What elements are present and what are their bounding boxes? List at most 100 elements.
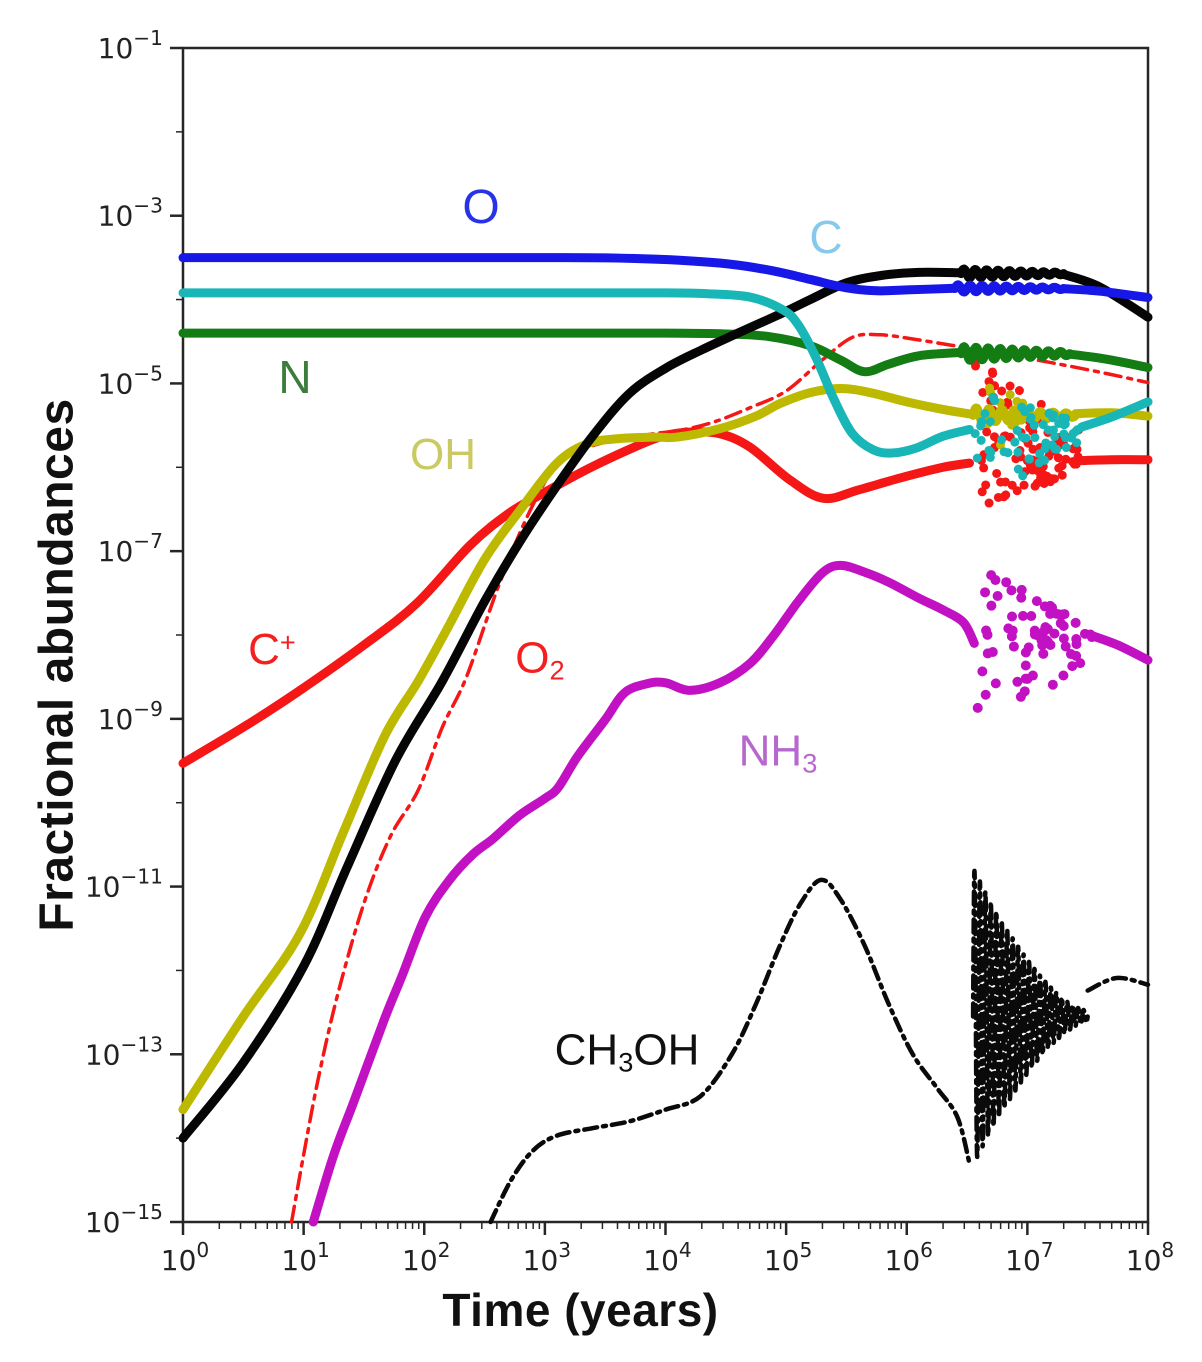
scatter-dot [976, 435, 986, 445]
tick-label: 105 [764, 1238, 812, 1277]
nh3-label-part: NH [738, 726, 803, 776]
tick-label: 10−1 [98, 26, 163, 65]
scatter-C [970, 392, 1082, 481]
scatter-dot [993, 492, 1003, 502]
o-label-part: O [462, 181, 500, 234]
scatter-dot [980, 587, 991, 598]
c-plus-label-part: + [279, 626, 296, 658]
scatter-dot [1041, 638, 1052, 649]
scatter-dot [1047, 679, 1058, 690]
scatter-dot [987, 647, 998, 658]
scatter-dot [1055, 618, 1066, 629]
c-label-part: C [809, 211, 843, 263]
c-plus-label-part: C [248, 625, 280, 674]
tick-label: 10−3 [98, 194, 163, 233]
tick-labels: 100 101 102 103 104 105 106 107 108 10−1 10−3 10−5 1… [85, 26, 1174, 1277]
scatter-dot [977, 487, 987, 497]
curve-O [1059, 284, 1153, 302]
series-CH3OH [488, 868, 1151, 1225]
scatter-dot [1034, 458, 1044, 468]
scatter-dot [1045, 600, 1056, 611]
scatter-dot [1045, 608, 1056, 619]
scatter-dot [980, 689, 991, 700]
curve-CH3OH [488, 877, 972, 1225]
series-O [178, 253, 1153, 302]
curve-C+ [1077, 455, 1153, 466]
series-N [178, 328, 1153, 377]
tick-label: 107 [1005, 1238, 1053, 1277]
scatter-dot [992, 590, 1003, 601]
scatter-dot [1023, 642, 1034, 653]
scatter-dot [1070, 617, 1081, 628]
scatter-dot [988, 368, 998, 378]
c-plus-label: C+ [248, 628, 296, 672]
tick-label: 108 [1126, 1238, 1174, 1277]
scatter-dot [1010, 437, 1020, 447]
scatter-dot [972, 702, 983, 713]
scatter-dot [1005, 390, 1015, 400]
c-label: C [809, 214, 842, 260]
tick-label: 10−13 [85, 1032, 163, 1071]
tick-label: 101 [281, 1238, 329, 1277]
ch3oh-label-part: 3 [618, 1046, 634, 1078]
scatter-dot [1075, 658, 1086, 669]
scatter-dot [984, 377, 994, 387]
scatter-dot [997, 386, 1007, 396]
series-C [178, 288, 1153, 481]
scatter-dot [1060, 641, 1071, 652]
scatter-dot [1014, 386, 1024, 396]
series-NH3 [308, 560, 1153, 1227]
scatter-dot [1007, 611, 1018, 622]
scatter-dot [990, 678, 1001, 689]
scatter-dot [977, 666, 988, 677]
tick-label: 10−11 [85, 865, 163, 904]
scatter-dot [980, 409, 990, 419]
scatter-dot [1000, 477, 1010, 487]
scatter-dot [989, 432, 999, 442]
scatter-dot [984, 498, 994, 508]
scatter-dot [1026, 412, 1036, 422]
nh3-label: NH3 [739, 729, 818, 776]
scatter-dot [1012, 425, 1022, 435]
scatter-dot [1036, 399, 1046, 409]
scatter-dot [1024, 454, 1034, 464]
nh3-label-part: 3 [802, 747, 818, 779]
scatter-dot [972, 453, 982, 463]
scatter-dot [1013, 464, 1023, 474]
tick-label: 103 [523, 1238, 571, 1277]
tick-label: 100 [161, 1238, 209, 1277]
scatter-dot [1058, 670, 1069, 681]
scatter-dot [1057, 470, 1067, 480]
scatter-dot [992, 468, 1002, 478]
scatter-dot [1028, 444, 1038, 454]
scatter-dot [979, 463, 989, 473]
curve-C+ [178, 427, 974, 768]
scatter-dot [1020, 660, 1031, 671]
scatter-dot [1025, 403, 1035, 413]
o2-label: O2 [515, 636, 564, 683]
curve-osc-CH3OH [970, 868, 1090, 1160]
scatter-dot [1018, 610, 1029, 621]
scatter-dot [1058, 633, 1069, 644]
y-axis-label: Fractional abundances [30, 398, 84, 932]
scatter-dot [1006, 585, 1017, 596]
curve-wiggle-N [956, 342, 1075, 365]
scatter-dot [1022, 673, 1033, 684]
scatter-dot [986, 570, 997, 581]
scatter-dot [1017, 432, 1027, 442]
o2-label-part: O [515, 633, 550, 683]
scatter-dot [1057, 413, 1067, 423]
scatter-dot [1061, 443, 1071, 453]
o-label: O [462, 184, 499, 232]
ticks [170, 46, 1150, 1235]
scatter-dot [1007, 625, 1018, 636]
scatter-dot [978, 387, 988, 397]
scatter-dot [1068, 457, 1078, 467]
ch3oh-label: CH3OH [555, 1028, 700, 1075]
scatter-dot [1013, 447, 1023, 457]
tick-label: 10−9 [98, 697, 163, 736]
scatter-dot [1047, 474, 1057, 484]
scatter-dot [1035, 449, 1045, 459]
